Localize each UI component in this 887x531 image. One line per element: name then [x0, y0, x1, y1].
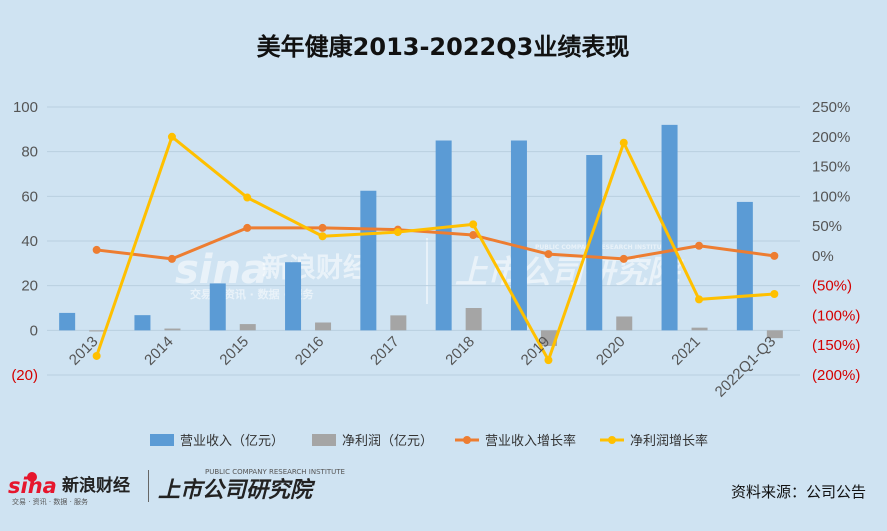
x-tick-label: 2018 [442, 333, 478, 369]
right-tick-label: 50% [812, 218, 842, 235]
research-logo-en: PUBLIC COMPANY RESEARCH INSTITUTE [205, 468, 345, 476]
watermark-sina-cn: 新浪财经 [262, 252, 370, 284]
right-tick-label: 100% [812, 188, 850, 205]
revenue-growth-point [544, 250, 553, 259]
revenue-bar [134, 315, 151, 331]
revenue-bar [435, 140, 452, 331]
sina-eye-icon [27, 472, 37, 482]
legend: 营业收入（亿元） 净利润（亿元） 营业收入增长率 净利润增长率 [150, 433, 708, 449]
profit-bar [465, 308, 482, 331]
footer-divider [148, 470, 149, 502]
revenue-bar [285, 262, 302, 331]
profit-bar [390, 315, 407, 331]
legend-swatch-marker [463, 436, 471, 444]
revenue-growth-line [96, 226, 775, 261]
x-axis-ticks: 2013 2014 2015 2016 2017 2018 2019 2020 2021 2022… [66, 333, 779, 400]
chart-title: 美年健康2013-2022Q3业绩表现 [257, 33, 630, 61]
profit-growth-point [167, 132, 176, 141]
legend-swatch [312, 434, 336, 446]
watermark-research-en: PUBLIC COMPANY RESEARCH INSTITUTE [535, 244, 670, 251]
watermark-divider [426, 238, 428, 304]
x-tick-label: 2013 [66, 333, 102, 369]
bars [59, 124, 783, 346]
profit-bar [691, 327, 708, 331]
legend-swatch-marker [608, 436, 616, 444]
left-tick-label: 40 [21, 233, 38, 250]
profit-bar [616, 316, 633, 331]
revenue-bar [661, 124, 678, 331]
revenue-bar [209, 283, 226, 331]
revenue-bar [510, 140, 527, 331]
revenue-bar [360, 190, 377, 331]
legend-label: 净利润（亿元） [342, 434, 433, 449]
watermark: sina 新浪财经 交易 · 资讯 · 数据 · 服务 上市公司研究院 PUBL… [175, 238, 684, 304]
legend-label: 营业收入增长率 [485, 433, 576, 449]
profit-growth-point [393, 228, 402, 237]
revenue-bar [586, 155, 603, 331]
revenue-growth-point [92, 245, 101, 254]
right-tick-label: 0% [812, 248, 834, 265]
profit-bar [540, 330, 557, 346]
x-tick-label: 2014 [141, 333, 177, 369]
right-tick-label: (50%) [812, 278, 852, 295]
profit-bar [766, 330, 783, 339]
revenue-growth-point [770, 251, 779, 260]
profit-growth-point [695, 295, 704, 304]
right-tick-label: (200%) [812, 367, 860, 384]
profit-bar [239, 324, 256, 331]
revenue-growth-point [619, 254, 628, 263]
left-tick-label: 100 [13, 99, 38, 116]
revenue-growth-point [695, 241, 704, 250]
revenue-growth-point [167, 254, 176, 263]
x-tick-label: 2020 [593, 333, 629, 369]
x-tick-label: 2016 [292, 333, 328, 369]
right-tick-label: 250% [812, 99, 850, 116]
revenue-growth-point [318, 223, 327, 232]
research-logo: 上市公司研究院 [158, 477, 316, 503]
profit-growth-point [92, 351, 101, 360]
left-tick-label: 80 [21, 144, 38, 161]
footer-logos: sina 新浪财经 交易 · 资讯 · 数据 · 服务 上市公司研究院 PUBL… [8, 468, 345, 506]
revenue-growth-point [243, 223, 252, 232]
revenue-bar [736, 201, 753, 331]
profit-growth-point [243, 193, 252, 202]
legend-label: 营业收入（亿元） [180, 434, 284, 449]
left-axis-ticks: (20) 0 20 40 60 80 100 [11, 99, 38, 384]
profit-bar [89, 330, 106, 332]
profit-growth-point [318, 232, 327, 241]
x-tick-label: 2015 [216, 333, 252, 369]
sina-logo: sina [8, 474, 57, 498]
profit-growth-point [770, 290, 779, 299]
left-tick-label: (20) [11, 367, 38, 384]
x-tick-label: 2022Q1-Q3 [712, 333, 779, 400]
sina-logo-cn: 新浪财经 [62, 475, 130, 496]
legend-swatch [150, 434, 174, 446]
lines [92, 132, 779, 365]
right-tick-label: 150% [812, 159, 850, 176]
profit-growth-point [619, 138, 628, 147]
profit-growth-line [95, 135, 775, 362]
left-tick-label: 60 [21, 188, 38, 205]
revenue-bar [59, 312, 76, 331]
x-tick-label: 2021 [668, 333, 704, 369]
left-tick-label: 20 [21, 278, 38, 295]
right-tick-label: (150%) [812, 337, 860, 354]
profit-bar [315, 322, 332, 331]
profit-growth-point [544, 356, 553, 365]
right-axis-ticks: (200%) (150%) (100%) (50%) 0% 50% 100% 150% 200%… [812, 99, 860, 384]
sina-logo-sub: 交易 · 资讯 · 数据 · 服务 [12, 497, 88, 506]
x-tick-label: 2017 [367, 333, 403, 369]
gridlines [47, 106, 800, 376]
source-note: 资料来源：公司公告 [731, 483, 866, 501]
revenue-growth-point [469, 231, 478, 240]
right-tick-label: 200% [812, 129, 850, 146]
profit-growth-point [469, 220, 478, 229]
legend-label: 净利润增长率 [630, 433, 708, 449]
profit-bar [164, 328, 181, 331]
right-tick-label: (100%) [812, 307, 860, 324]
left-tick-label: 0 [30, 322, 38, 339]
